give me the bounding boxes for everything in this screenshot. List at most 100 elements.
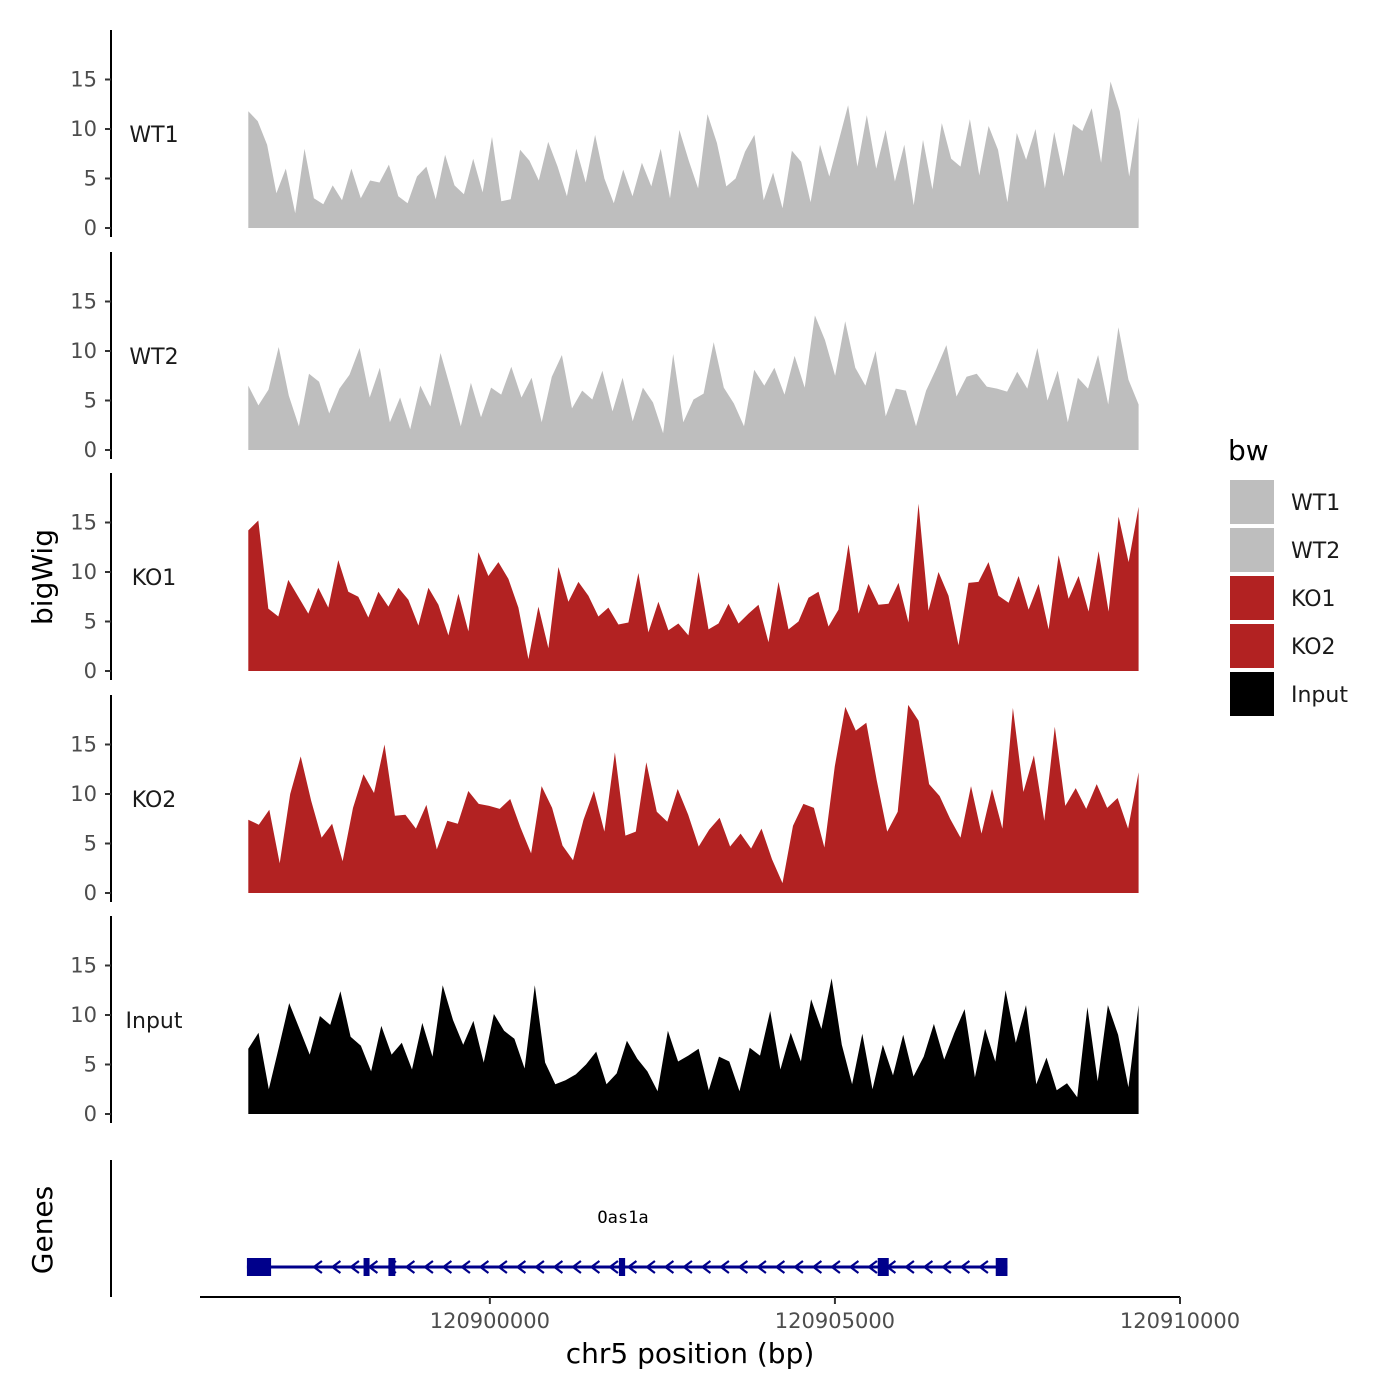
y-tick-label: 5 (84, 389, 97, 413)
y-tick-label: 10 (70, 782, 97, 806)
strand-arrow (774, 1260, 786, 1274)
exon (246, 1258, 272, 1276)
x-axis-title: chr5 position (bp) (566, 1337, 815, 1370)
strand-arrow (700, 1260, 712, 1274)
coverage-area (248, 315, 1139, 450)
coverage-area (248, 81, 1139, 228)
x-tick-label: 120905000 (775, 1309, 895, 1333)
legend-label: KO1 (1291, 587, 1336, 612)
y-tick-label: 15 (70, 68, 97, 92)
y-tick-label: 5 (84, 610, 97, 634)
legend-title: bw (1228, 434, 1269, 467)
strand-arrow (589, 1260, 601, 1274)
y-tick-label: 10 (70, 560, 97, 584)
exon (995, 1258, 1008, 1276)
strand-arrow (719, 1260, 730, 1274)
strand-arrow (682, 1260, 693, 1274)
legend-label: WT1 (1291, 491, 1340, 516)
y-tick-label: 10 (70, 117, 97, 141)
strand-arrow (515, 1260, 527, 1274)
strand-arrow (848, 1260, 860, 1274)
strand-arrow (867, 1260, 878, 1274)
x-axis: 120900000 120905000 120910000 (200, 1296, 1240, 1333)
strand-arrow (793, 1260, 804, 1274)
strand-arrow (423, 1260, 434, 1274)
gene-name: Oas1a (597, 1208, 648, 1228)
y-tick-label: 15 (70, 511, 97, 535)
strand-arrow (608, 1260, 619, 1274)
legend-swatch (1230, 672, 1274, 716)
y-tick-label: 0 (84, 659, 97, 683)
strand-arrow (737, 1260, 749, 1274)
strand-arrow (404, 1260, 416, 1274)
track-ko2: 0 5 10 15 KO2 (70, 695, 1139, 905)
strand-arrow (904, 1260, 915, 1274)
track-input: 0 5 10 15 Input (70, 916, 1139, 1126)
y-tick-label: 5 (84, 1053, 97, 1077)
strand-arrow (460, 1260, 471, 1274)
strand-arrow (756, 1260, 767, 1274)
strand-arrow (922, 1260, 934, 1274)
track-ko1: 0 5 10 15 KO1 (70, 473, 1139, 683)
strand-arrow (959, 1260, 971, 1274)
strand-arrow (830, 1260, 841, 1274)
strand-arrow (663, 1260, 675, 1274)
x-tick-label: 120910000 (1120, 1309, 1240, 1333)
strand-arrow (478, 1260, 490, 1274)
legend: bw WT1 WT2 KO1 KO2 Input (1228, 434, 1348, 716)
legend-item-ko1: KO1 (1230, 576, 1336, 620)
strand-arrow (497, 1260, 508, 1274)
legend-label: Input (1291, 683, 1348, 708)
legend-item-ko2: KO2 (1230, 624, 1336, 668)
y-tick-label: 15 (70, 733, 97, 757)
track-label: KO2 (132, 788, 177, 813)
legend-swatch (1230, 480, 1274, 524)
strand-arrow (645, 1260, 656, 1274)
gene-track: Genes Oas1a (26, 1160, 1008, 1297)
y-axis-title: bigWig (26, 529, 59, 625)
track-label: WT1 (129, 123, 178, 148)
legend-item-wt1: WT1 (1230, 480, 1340, 524)
y-tick-label: 0 (84, 881, 97, 905)
y-tick-label: 10 (70, 339, 97, 363)
track-label: WT2 (129, 345, 178, 370)
legend-label: WT2 (1291, 539, 1340, 564)
y-tick-label: 10 (70, 1003, 97, 1027)
x-tick-label: 120900000 (430, 1309, 550, 1333)
exon (618, 1258, 626, 1276)
exon (363, 1258, 370, 1276)
strand-arrow (349, 1260, 360, 1274)
coverage-area (248, 704, 1139, 893)
y-tick-label: 0 (84, 216, 97, 240)
exon (877, 1258, 889, 1276)
strand-arrow (626, 1260, 638, 1274)
gene-track-title: Genes (26, 1186, 59, 1274)
track-wt1: 0 5 10 15 WT1 (70, 30, 1139, 240)
strand-arrow (571, 1260, 582, 1274)
coverage-tracks: 0 5 10 15 WT1 0 5 10 15 WT2 0 5 10 15 KO1 0 5 10 15 KO2 0 5 10… (70, 30, 1139, 1126)
strand-arrow (312, 1260, 323, 1274)
exon (388, 1258, 396, 1276)
y-tick-label: 15 (70, 290, 97, 314)
strand-arrow (941, 1260, 952, 1274)
y-tick-label: 5 (84, 832, 97, 856)
y-tick-label: 0 (84, 438, 97, 462)
y-tick-label: 5 (84, 167, 97, 191)
strand-arrow (811, 1260, 823, 1274)
legend-swatch (1230, 624, 1274, 668)
y-tick-label: 0 (84, 1102, 97, 1126)
track-wt2: 0 5 10 15 WT2 (70, 252, 1139, 462)
legend-swatch (1230, 528, 1274, 572)
legend-item-input: Input (1230, 672, 1348, 716)
strand-arrow (534, 1260, 545, 1274)
legend-label: KO2 (1291, 635, 1336, 660)
strand-arrow (978, 1260, 989, 1274)
track-label: KO1 (132, 566, 177, 591)
legend-swatch (1230, 576, 1274, 620)
strand-arrow (330, 1260, 342, 1274)
y-tick-label: 15 (70, 954, 97, 978)
strand-arrow (441, 1260, 453, 1274)
strand-arrow (552, 1260, 564, 1274)
coverage-area (248, 978, 1139, 1114)
